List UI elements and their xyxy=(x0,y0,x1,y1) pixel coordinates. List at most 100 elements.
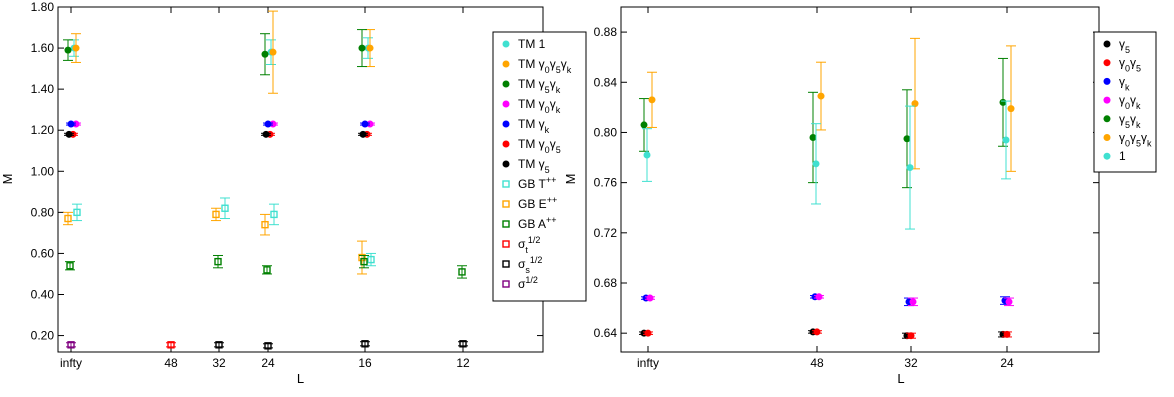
y-tick-label: 1.20 xyxy=(31,123,55,137)
marker-circle xyxy=(644,329,652,337)
marker-circle xyxy=(906,164,914,172)
marker-circle xyxy=(999,98,1007,106)
legend-label: σs1/2 xyxy=(518,255,542,275)
y-axis-label: M xyxy=(0,174,15,185)
left-chart: L M 0.20 0.40 0.60 0.80 1.00 1.20 1.40 1.60 1.80… xyxy=(0,0,587,386)
y-tick-label: 0.84 xyxy=(594,75,618,89)
y-tick-label: 1.60 xyxy=(31,41,55,55)
legend-marker xyxy=(502,160,510,168)
data-point xyxy=(262,265,272,275)
marker-square xyxy=(367,255,375,264)
legend-marker xyxy=(502,100,510,108)
legend-marker xyxy=(1103,115,1111,123)
data-point xyxy=(214,341,224,349)
marker-square xyxy=(263,266,271,274)
data-point xyxy=(1004,297,1014,307)
y-tick-label: 1.80 xyxy=(31,0,55,14)
marker-circle xyxy=(67,120,75,128)
legend-label: TM γ0γ5γk xyxy=(518,57,572,75)
marker-circle xyxy=(361,120,369,128)
data-point xyxy=(908,297,918,307)
legend-marker xyxy=(1103,59,1111,67)
marker-circle xyxy=(262,130,270,138)
data-point xyxy=(260,213,270,236)
data-point xyxy=(263,342,273,350)
data-point xyxy=(906,332,916,340)
marker-square xyxy=(261,220,269,229)
marker-square xyxy=(64,214,72,223)
legend-box xyxy=(492,31,587,302)
marker-square xyxy=(358,253,366,262)
marker-square xyxy=(215,341,223,349)
marker-circle xyxy=(909,298,917,306)
data-point xyxy=(63,211,73,226)
y-tick-label: 0.80 xyxy=(31,205,55,219)
data-point xyxy=(268,10,278,94)
mark-group xyxy=(63,10,468,350)
legend-label: TM 1 xyxy=(518,37,546,51)
data-point xyxy=(910,37,920,170)
marker-square xyxy=(458,268,466,276)
marker-circle xyxy=(366,44,374,52)
marker-square xyxy=(67,341,75,349)
x-tick-label: infty xyxy=(60,356,82,370)
y-tick-label: 0.68 xyxy=(594,276,618,290)
marker-circle xyxy=(1002,136,1010,144)
legend-marker xyxy=(502,240,510,248)
legend-label: GB T++ xyxy=(518,175,556,191)
data-point xyxy=(269,203,279,226)
data-point xyxy=(647,71,657,128)
legend-marker xyxy=(1103,40,1111,48)
marker-circle xyxy=(1007,105,1015,113)
marker-circle xyxy=(72,120,80,128)
marker-circle xyxy=(815,293,823,301)
x-tick-label: 48 xyxy=(810,356,824,370)
data-point xyxy=(811,123,821,205)
x-axis-label: L xyxy=(297,371,304,386)
marker-square xyxy=(221,204,229,212)
data-point xyxy=(1006,45,1016,172)
mark-group xyxy=(639,37,1016,340)
data-point xyxy=(457,265,467,279)
data-point xyxy=(816,61,826,131)
marker-square xyxy=(361,340,369,348)
legend-label: γ5 xyxy=(1119,37,1130,55)
marker-square xyxy=(214,257,222,266)
marker-circle xyxy=(269,48,277,56)
marker-circle xyxy=(1003,330,1011,338)
data-point xyxy=(357,29,367,68)
data-point xyxy=(366,252,376,267)
legend-label: TM γ5 xyxy=(518,157,550,175)
plot-frame xyxy=(57,6,544,353)
data-point xyxy=(260,33,270,76)
legend-label: TM γk xyxy=(518,117,550,135)
y-tick-label: 0.76 xyxy=(594,176,618,190)
marker-circle xyxy=(809,133,817,141)
marker-square xyxy=(459,340,467,348)
y-tick-label: 0.60 xyxy=(31,246,55,260)
x-tick-label: 24 xyxy=(261,356,275,370)
data-point xyxy=(166,341,176,349)
data-point xyxy=(642,128,652,182)
data-point xyxy=(808,91,818,184)
marker-square xyxy=(212,210,220,219)
legend-marker xyxy=(502,200,510,208)
legend: TM 1 TM γ0γ5γk TM γ5γk TM γ0γk TM γk TM γ0γ5 T… xyxy=(492,31,587,302)
data-point xyxy=(72,203,82,222)
x-tick-label: 32 xyxy=(212,356,226,370)
marker-circle xyxy=(264,120,272,128)
plot-frame xyxy=(620,6,1100,353)
legend-marker xyxy=(502,280,510,288)
data-point xyxy=(812,328,822,336)
data-point xyxy=(360,340,370,348)
data-point xyxy=(220,197,230,220)
legend-label: TM γ0γk xyxy=(518,97,561,115)
data-point xyxy=(365,29,375,68)
marker-square xyxy=(270,210,278,219)
y-tick-label: 0.72 xyxy=(594,226,618,240)
marker-circle xyxy=(64,46,72,54)
legend-marker xyxy=(502,260,510,268)
marker-circle xyxy=(907,332,915,340)
data-point xyxy=(263,120,273,128)
data-point xyxy=(358,130,368,138)
